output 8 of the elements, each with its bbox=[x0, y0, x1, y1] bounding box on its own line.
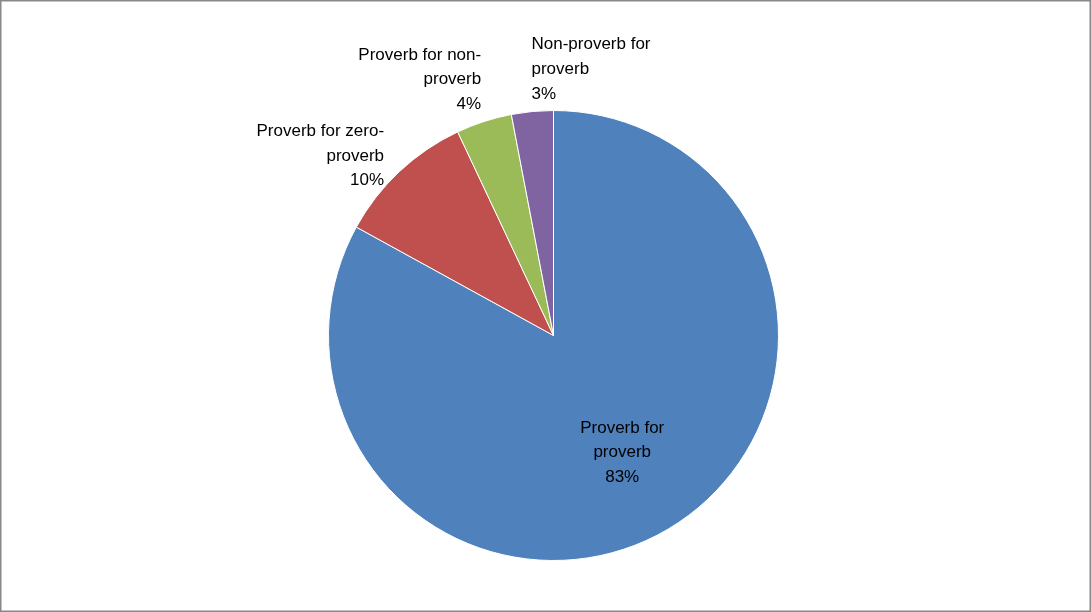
slice-label: Non-proverb for proverb bbox=[531, 34, 651, 78]
slice-label: Proverb for zero-proverb bbox=[256, 120, 385, 165]
data-label: 3% bbox=[531, 83, 557, 103]
slice-label: Proverb for proverb bbox=[580, 417, 665, 462]
data-label: 10% bbox=[350, 170, 385, 190]
data-label: 83% bbox=[605, 466, 640, 486]
slice-label: Proverb for non-proverb bbox=[358, 44, 482, 89]
data-label: 4% bbox=[456, 93, 482, 113]
